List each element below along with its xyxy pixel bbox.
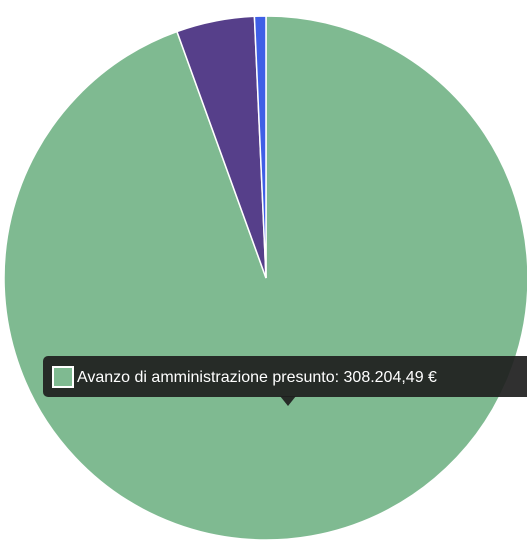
tooltip-caret <box>280 396 296 406</box>
tooltip-box <box>43 356 527 397</box>
tooltip-swatch <box>52 366 74 388</box>
tooltip-value: 308.204,49 € <box>344 369 438 386</box>
pie-slice[interactable] <box>253 15 267 279</box>
tooltip-text: Avanzo di amministrazione presunto: 308.… <box>77 369 437 386</box>
pie <box>3 15 527 541</box>
tooltip: Avanzo di amministrazione presunto: 308.… <box>43 356 527 406</box>
tooltip-label: Avanzo di amministrazione presunto: <box>77 369 344 386</box>
